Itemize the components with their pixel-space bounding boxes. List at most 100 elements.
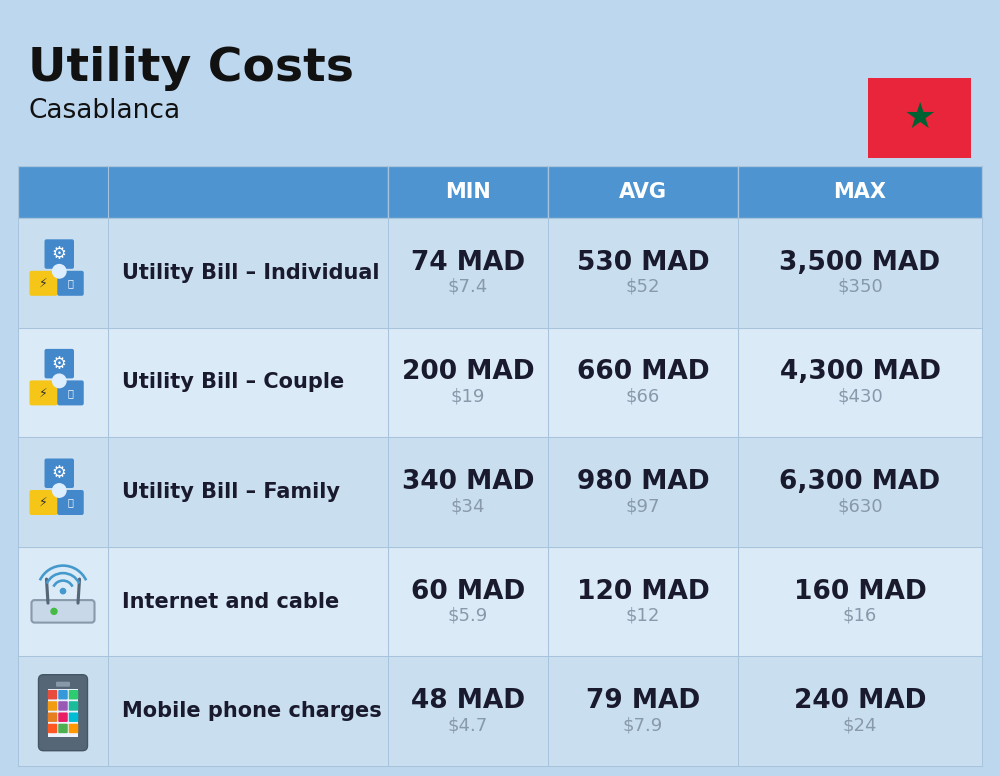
Text: ⚙: ⚙ (52, 245, 67, 263)
FancyBboxPatch shape (58, 702, 68, 711)
FancyBboxPatch shape (58, 724, 68, 733)
Text: $5.9: $5.9 (448, 607, 488, 625)
FancyBboxPatch shape (30, 490, 58, 515)
FancyBboxPatch shape (56, 681, 70, 687)
Text: $19: $19 (451, 387, 485, 405)
Bar (738, 547, 982, 656)
Bar (738, 166, 982, 218)
Text: 🚰: 🚰 (68, 279, 73, 289)
Bar (108, 327, 388, 437)
Text: ⚙: ⚙ (52, 464, 67, 482)
Text: Utility Bill – Individual: Utility Bill – Individual (122, 263, 380, 282)
Text: $34: $34 (451, 497, 485, 515)
Bar (18, 437, 108, 547)
Text: 3,500 MAD: 3,500 MAD (779, 250, 941, 275)
Bar (388, 547, 548, 656)
FancyBboxPatch shape (57, 490, 84, 515)
Text: 530 MAD: 530 MAD (577, 250, 709, 275)
FancyBboxPatch shape (58, 690, 68, 699)
Text: $12: $12 (626, 607, 660, 625)
Text: Utility Costs: Utility Costs (28, 46, 354, 91)
Bar (108, 547, 388, 656)
Text: $24: $24 (843, 716, 877, 734)
Text: ⚙: ⚙ (52, 355, 67, 372)
Bar (18, 166, 388, 218)
Bar (738, 656, 982, 766)
Text: AVG: AVG (619, 182, 667, 202)
Text: $52: $52 (626, 278, 660, 296)
Text: 200 MAD: 200 MAD (402, 359, 534, 386)
Text: MIN: MIN (445, 182, 491, 202)
Bar (18, 327, 108, 437)
Text: $4.7: $4.7 (448, 716, 488, 734)
Bar (548, 218, 738, 327)
Text: $7.4: $7.4 (448, 278, 488, 296)
Bar (18, 656, 108, 766)
Text: 79 MAD: 79 MAD (586, 688, 700, 714)
Text: 🚰: 🚰 (68, 388, 73, 398)
FancyBboxPatch shape (30, 380, 58, 405)
Text: 🚰: 🚰 (68, 497, 73, 508)
Text: ⚡: ⚡ (39, 386, 48, 400)
Text: 660 MAD: 660 MAD (577, 359, 709, 386)
Circle shape (60, 588, 66, 594)
FancyBboxPatch shape (868, 78, 971, 158)
Bar (18, 218, 108, 327)
Bar (108, 437, 388, 547)
FancyBboxPatch shape (69, 690, 78, 699)
Bar (548, 547, 738, 656)
Text: ⚡: ⚡ (39, 277, 48, 289)
Text: $66: $66 (626, 387, 660, 405)
FancyBboxPatch shape (38, 674, 88, 750)
Text: 120 MAD: 120 MAD (577, 579, 709, 605)
Bar (388, 437, 548, 547)
Bar (18, 547, 108, 656)
FancyBboxPatch shape (48, 702, 57, 711)
FancyBboxPatch shape (48, 690, 57, 699)
Text: $97: $97 (626, 497, 660, 515)
FancyBboxPatch shape (69, 712, 78, 722)
Bar (388, 656, 548, 766)
Text: 60 MAD: 60 MAD (411, 579, 525, 605)
Bar (548, 656, 738, 766)
Text: 6,300 MAD: 6,300 MAD (779, 469, 941, 495)
Text: $430: $430 (837, 387, 883, 405)
Bar (108, 218, 388, 327)
Text: ⚡: ⚡ (39, 496, 48, 509)
FancyBboxPatch shape (48, 724, 57, 733)
Bar (548, 437, 738, 547)
Text: $7.9: $7.9 (623, 716, 663, 734)
FancyBboxPatch shape (44, 349, 74, 379)
Text: $350: $350 (837, 278, 883, 296)
Text: $630: $630 (837, 497, 883, 515)
Text: Internet and cable: Internet and cable (122, 591, 339, 611)
Text: Mobile phone charges: Mobile phone charges (122, 702, 382, 721)
FancyBboxPatch shape (69, 702, 78, 711)
Bar (388, 166, 548, 218)
Circle shape (52, 374, 66, 388)
FancyBboxPatch shape (58, 712, 68, 722)
Bar (48, 689, 78, 736)
FancyBboxPatch shape (57, 271, 84, 296)
FancyBboxPatch shape (32, 600, 94, 622)
Text: 240 MAD: 240 MAD (794, 688, 926, 714)
Text: 4,300 MAD: 4,300 MAD (780, 359, 940, 386)
FancyBboxPatch shape (57, 380, 84, 405)
Text: Casablanca: Casablanca (28, 98, 180, 124)
Text: 74 MAD: 74 MAD (411, 250, 525, 275)
Text: 160 MAD: 160 MAD (794, 579, 926, 605)
Bar (548, 166, 738, 218)
Bar (738, 327, 982, 437)
FancyBboxPatch shape (69, 724, 78, 733)
Bar (738, 218, 982, 327)
Bar (388, 327, 548, 437)
Text: Utility Bill – Couple: Utility Bill – Couple (122, 372, 344, 393)
FancyBboxPatch shape (44, 239, 74, 268)
FancyBboxPatch shape (48, 712, 57, 722)
Text: ★: ★ (903, 101, 936, 135)
Bar (548, 327, 738, 437)
Text: Utility Bill – Family: Utility Bill – Family (122, 482, 340, 502)
Text: MAX: MAX (834, 182, 887, 202)
Bar (738, 437, 982, 547)
Bar (388, 218, 548, 327)
